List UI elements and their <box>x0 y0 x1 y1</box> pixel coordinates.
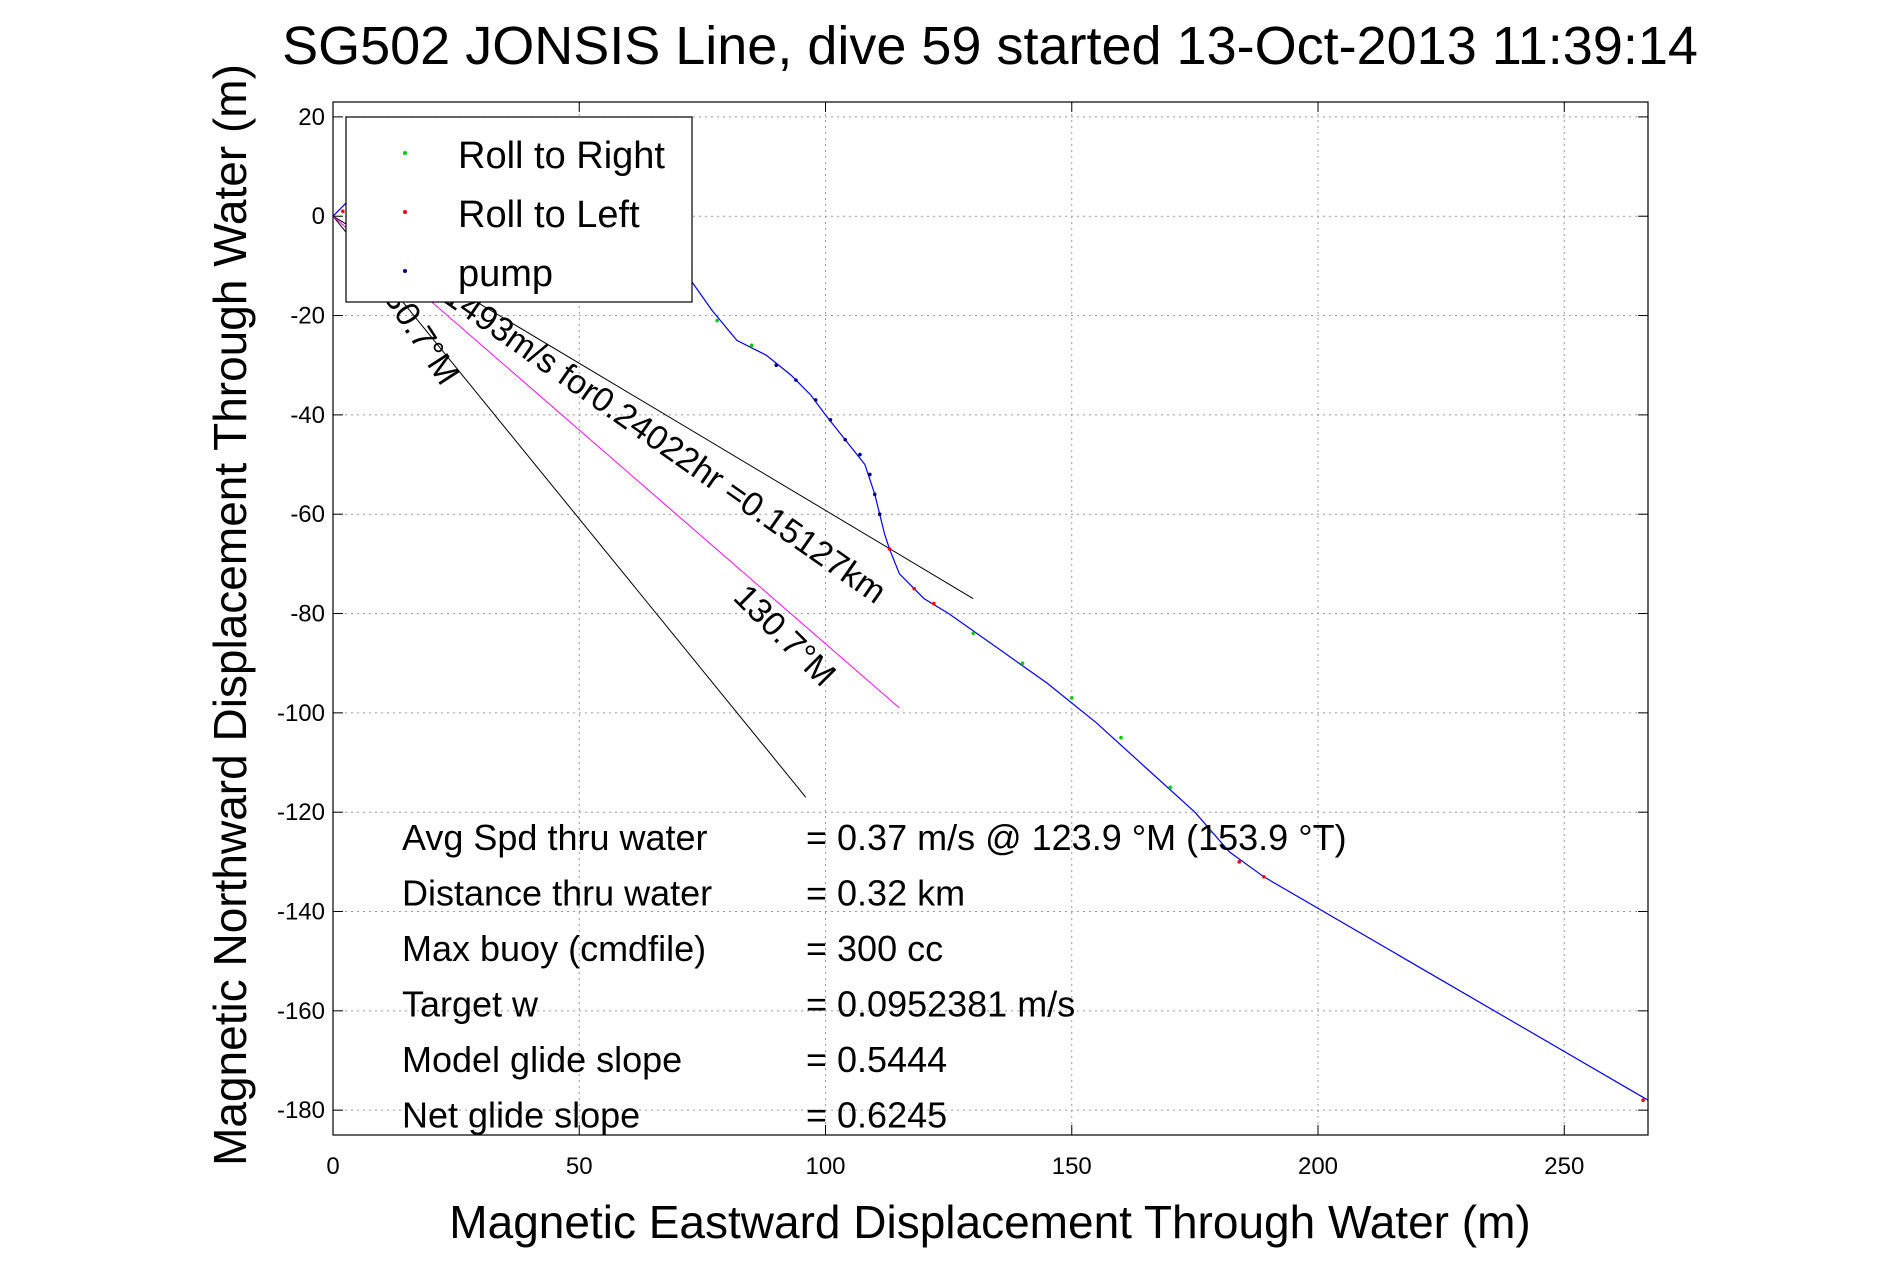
y-tick-label: -100 <box>277 700 325 727</box>
legend-label: pump <box>458 253 553 295</box>
roll-right-marker <box>715 318 719 323</box>
y-tick-label: -140 <box>277 899 325 926</box>
y-axis-label: Magnetic Northward Displacement Through … <box>204 64 256 1166</box>
pump-marker <box>828 418 833 422</box>
roll-right-marker <box>1069 696 1074 700</box>
y-tick-label: -20 <box>290 303 325 330</box>
stat-value: = 0.37 m/s @ 123.9 °M (153.9 °T) <box>806 817 1347 858</box>
y-tick-label: -180 <box>277 1097 325 1124</box>
roll-left-marker <box>887 547 892 551</box>
stat-label: Max buoy (cmdfile) <box>402 928 706 969</box>
x-tick-label: 200 <box>1298 1153 1338 1180</box>
stat-value: = 0.5444 <box>806 1039 947 1080</box>
stat-label: Distance thru water <box>402 873 712 914</box>
legend-label: Roll to Right <box>458 135 665 177</box>
x-tick-label: 50 <box>566 1153 593 1180</box>
x-axis-label: Magnetic Eastward Displacement Through W… <box>449 1196 1530 1248</box>
y-tick-label: -60 <box>290 501 325 528</box>
stat-label: Avg Spd thru water <box>402 817 708 858</box>
roll-right-marker <box>1119 735 1123 740</box>
stat-label: Model glide slope <box>402 1039 682 1080</box>
y-tick-label: -120 <box>277 799 325 826</box>
y-tick-label: -40 <box>290 402 325 429</box>
x-tick-label: 0 <box>326 1153 339 1180</box>
x-tick-label: 100 <box>805 1153 845 1180</box>
legend-label: Roll to Left <box>458 194 640 236</box>
legend: Roll to Right Roll to Left pump <box>345 116 693 303</box>
legend-marker <box>403 210 407 214</box>
y-tick-label: 20 <box>298 104 325 131</box>
plot-frame <box>332 101 1649 1136</box>
pump-marker <box>794 378 798 382</box>
roll-left-marker <box>341 209 345 214</box>
roll-right-marker <box>1020 661 1025 665</box>
x-tick-label: 150 <box>1052 1153 1092 1180</box>
y-tick-label: -160 <box>277 998 325 1025</box>
chart-title: SG502 JONSIS Line, dive 59 started 13-Oc… <box>282 16 1698 76</box>
stat-value: = 300 cc <box>806 928 943 969</box>
stat-value: = 0.32 km <box>806 873 965 914</box>
stat-value: = 0.6245 <box>806 1095 947 1136</box>
stat-value: = 0.0952381 m/s <box>806 984 1075 1025</box>
roll-left-marker <box>1641 1098 1645 1103</box>
roll-right-marker <box>1207 830 1212 834</box>
roll-right-marker <box>971 631 976 636</box>
legend-marker <box>403 269 407 273</box>
roll-right-marker <box>749 343 754 348</box>
x-tick-label: 250 <box>1544 1153 1584 1180</box>
pump-marker <box>877 512 882 517</box>
roll-left-marker <box>1262 874 1266 879</box>
stat-label: Net glide slope <box>402 1095 640 1136</box>
pump-marker <box>872 492 877 497</box>
roll-left-marker <box>1237 860 1242 864</box>
pump-marker <box>813 398 818 402</box>
stat-label: Target w <box>402 984 539 1025</box>
roll-left-marker <box>912 586 916 591</box>
roll-right-marker <box>1168 785 1173 790</box>
pump-marker <box>868 472 872 477</box>
legend-marker <box>403 151 407 155</box>
y-tick-label: 0 <box>312 203 325 230</box>
pump-marker <box>843 437 848 442</box>
roll-left-marker <box>932 601 936 606</box>
stats-block: Avg Spd thru water = 0.37 m/s @ 123.9 °M … <box>402 817 1347 1136</box>
pump-marker <box>774 363 779 368</box>
pump-marker <box>858 452 862 457</box>
y-tick-label: -80 <box>290 601 325 628</box>
axis-ticks: 0 50 100 150 200 250200-20-40-60-80-100-120-1… <box>277 102 1648 1180</box>
reference-line <box>332 215 807 798</box>
